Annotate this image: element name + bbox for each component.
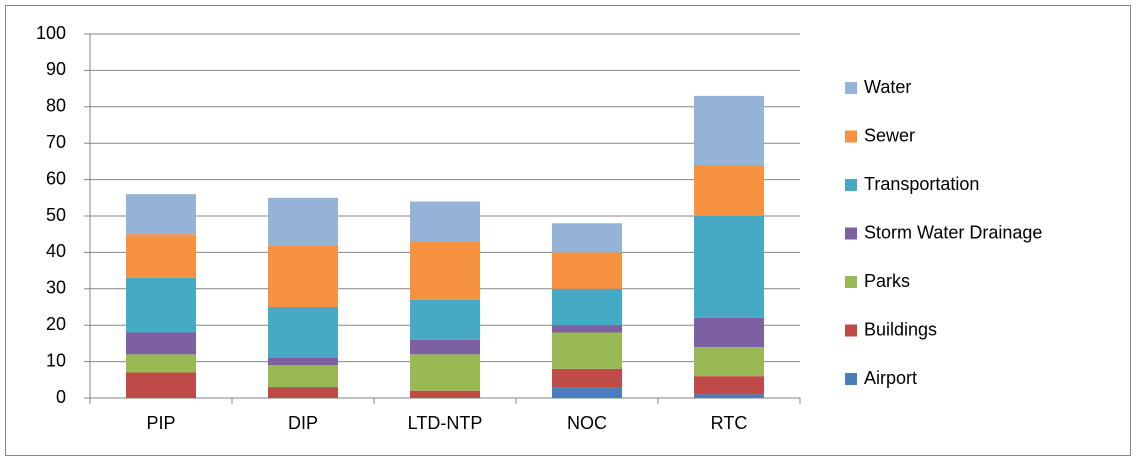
bar-segment [694, 216, 764, 318]
legend-label: Storm Water Drainage [864, 222, 1042, 242]
bar-segment [552, 252, 622, 289]
bar-segment [268, 197, 338, 246]
bar-segment [694, 347, 764, 377]
bar-segment [552, 223, 622, 253]
bar-segment [694, 317, 764, 348]
bar-segment [410, 201, 480, 242]
x-tick-label: NOC [567, 413, 607, 433]
x-tick-label: RTC [711, 413, 748, 433]
bar-segment [126, 332, 196, 355]
y-tick-label: 20 [46, 314, 66, 334]
legend-label: Water [864, 77, 911, 97]
bar-segment [552, 325, 622, 333]
y-tick-label: 0 [56, 387, 66, 407]
bar-segment [694, 165, 764, 216]
bar-segment [552, 368, 622, 388]
legend-swatch [845, 276, 857, 288]
x-tick-label: LTD-NTP [408, 413, 483, 433]
x-tick-label: DIP [288, 413, 318, 433]
bar-segment [552, 288, 622, 326]
y-tick-label: 60 [46, 168, 66, 188]
bar-segment [126, 234, 196, 278]
bar-segment [410, 354, 480, 391]
bar-segment [268, 357, 338, 366]
bar-segment [268, 307, 338, 358]
legend-label: Airport [864, 368, 917, 388]
y-tick-label: 70 [46, 132, 66, 152]
y-tick-label: 100 [36, 23, 66, 43]
y-tick-label: 40 [46, 241, 66, 261]
x-tick-label: PIP [146, 413, 175, 433]
bar-segment [268, 365, 338, 388]
y-tick-label: 90 [46, 59, 66, 79]
bar-segment [694, 394, 764, 398]
y-tick-label: 80 [46, 96, 66, 116]
bar-segment [694, 376, 764, 395]
bar-segment [410, 299, 480, 340]
legend-swatch [845, 373, 857, 385]
bar-segment [552, 332, 622, 369]
legend-label: Parks [864, 271, 910, 291]
bar-segment [126, 354, 196, 373]
legend-swatch [845, 324, 857, 337]
bar-segment [694, 95, 764, 166]
legend-swatch [845, 227, 857, 240]
y-tick-label: 10 [46, 350, 66, 370]
legend-swatch [845, 179, 857, 191]
bar-segment [126, 372, 196, 398]
legend-label: Buildings [864, 319, 937, 339]
bar-segment [410, 390, 480, 398]
bar-segment [126, 277, 196, 333]
bar-segment [410, 339, 480, 355]
y-tick-label: 50 [46, 205, 66, 225]
legend-swatch [845, 130, 857, 143]
legend-swatch [845, 82, 857, 94]
bar-segment [126, 194, 196, 235]
bar-segment [410, 241, 480, 300]
y-tick-label: 30 [46, 278, 66, 298]
legend-label: Transportation [864, 174, 979, 194]
legend-label: Sewer [864, 125, 915, 145]
bar-segment [552, 387, 622, 398]
bar-segment [268, 387, 338, 398]
bar-segment [268, 245, 338, 307]
